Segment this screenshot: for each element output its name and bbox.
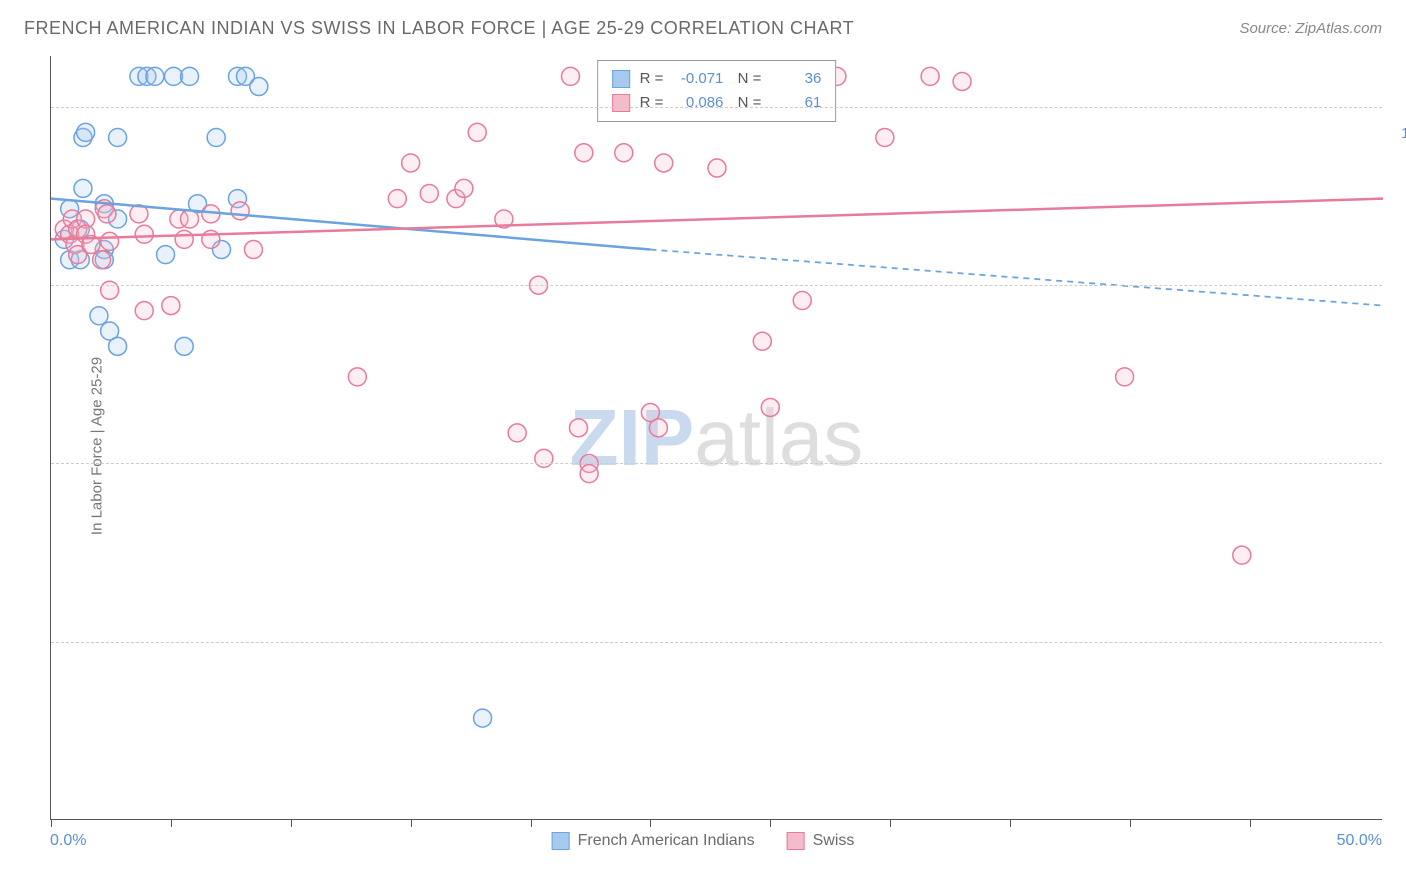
legend-swatch-series1 [552, 832, 570, 850]
data-point [388, 190, 406, 208]
data-point [649, 419, 667, 437]
data-point [244, 241, 262, 259]
data-point [753, 332, 771, 350]
data-point [876, 128, 894, 146]
r-value-series2: 0.086 [673, 91, 723, 115]
gridline-h [51, 642, 1382, 643]
data-point [953, 72, 971, 90]
legend-item-series1: French American Indians [552, 832, 755, 850]
data-point [468, 123, 486, 141]
plot-area: ZIPatlas R = -0.071 N = 36 R = 0.086 N =… [50, 56, 1382, 820]
legend-swatch-series2 [787, 832, 805, 850]
data-point [93, 251, 111, 269]
data-point [921, 67, 939, 85]
data-point [535, 449, 553, 467]
data-point [761, 398, 779, 416]
chart-title: FRENCH AMERICAN INDIAN VS SWISS IN LABOR… [24, 18, 854, 39]
data-point [615, 144, 633, 162]
chart-container: FRENCH AMERICAN INDIAN VS SWISS IN LABOR… [0, 0, 1406, 892]
gridline-h [51, 107, 1382, 108]
stats-legend: R = -0.071 N = 36 R = 0.086 N = 61 [597, 60, 837, 122]
x-tick [171, 819, 172, 827]
stats-row-series1: R = -0.071 N = 36 [612, 67, 822, 91]
x-tick [411, 819, 412, 827]
x-tick [1250, 819, 1251, 827]
x-tick [1130, 819, 1131, 827]
legend-item-series2: Swiss [787, 832, 855, 850]
data-point [101, 232, 119, 250]
y-tick-label: 82.5% [1392, 303, 1406, 320]
y-tick-label: 47.5% [1392, 660, 1406, 677]
data-point [175, 337, 193, 355]
data-point [181, 210, 199, 228]
gridline-h [51, 463, 1382, 464]
regression-line-extrapolated [650, 250, 1383, 306]
data-point [231, 202, 249, 220]
data-point [793, 291, 811, 309]
bottom-legend: French American Indians Swiss [552, 832, 855, 850]
title-bar: FRENCH AMERICAN INDIAN VS SWISS IN LABOR… [0, 0, 1406, 49]
data-point [420, 185, 438, 203]
r-label: R = [640, 91, 664, 115]
data-point [109, 337, 127, 355]
regression-line [51, 199, 1383, 240]
x-tick [1010, 819, 1011, 827]
data-point [175, 230, 193, 248]
x-axis-label-max: 50.0% [1337, 832, 1382, 850]
data-point [655, 154, 673, 172]
r-label: R = [640, 67, 664, 91]
data-point [575, 144, 593, 162]
data-point [162, 297, 180, 315]
data-point [98, 205, 116, 223]
data-point [109, 128, 127, 146]
data-point [1116, 368, 1134, 386]
n-value-series1: 36 [771, 67, 821, 91]
chart-svg [51, 56, 1382, 819]
x-tick [890, 819, 891, 827]
y-tick-label: 100.0% [1392, 125, 1406, 142]
data-point [101, 281, 119, 299]
legend-label-series1: French American Indians [578, 832, 755, 850]
data-point [1233, 546, 1251, 564]
data-point [348, 368, 366, 386]
data-point [90, 307, 108, 325]
data-point [455, 179, 473, 197]
data-point [474, 709, 492, 727]
data-point [508, 424, 526, 442]
data-point [569, 419, 587, 437]
x-tick [650, 819, 651, 827]
data-point [708, 159, 726, 177]
data-point [157, 246, 175, 264]
data-point [181, 67, 199, 85]
n-label: N = [733, 67, 761, 91]
legend-label-series2: Swiss [813, 832, 855, 850]
data-point [207, 128, 225, 146]
gridline-h [51, 285, 1382, 286]
data-point [77, 123, 95, 141]
data-point [580, 465, 598, 483]
x-tick [531, 819, 532, 827]
x-tick [291, 819, 292, 827]
data-point [250, 78, 268, 96]
data-point [135, 302, 153, 320]
r-value-series1: -0.071 [673, 67, 723, 91]
data-point [561, 67, 579, 85]
n-label: N = [733, 91, 761, 115]
source-attribution: Source: ZipAtlas.com [1239, 20, 1382, 37]
x-axis-label-min: 0.0% [50, 832, 86, 850]
x-tick [770, 819, 771, 827]
data-point [402, 154, 420, 172]
stats-row-series2: R = 0.086 N = 61 [612, 91, 822, 115]
stats-swatch-series1 [612, 70, 630, 88]
stats-swatch-series2 [612, 94, 630, 112]
data-point [146, 67, 164, 85]
x-tick [51, 819, 52, 827]
y-tick-label: 65.0% [1392, 481, 1406, 498]
n-value-series2: 61 [771, 91, 821, 115]
data-point [74, 179, 92, 197]
data-point [135, 225, 153, 243]
